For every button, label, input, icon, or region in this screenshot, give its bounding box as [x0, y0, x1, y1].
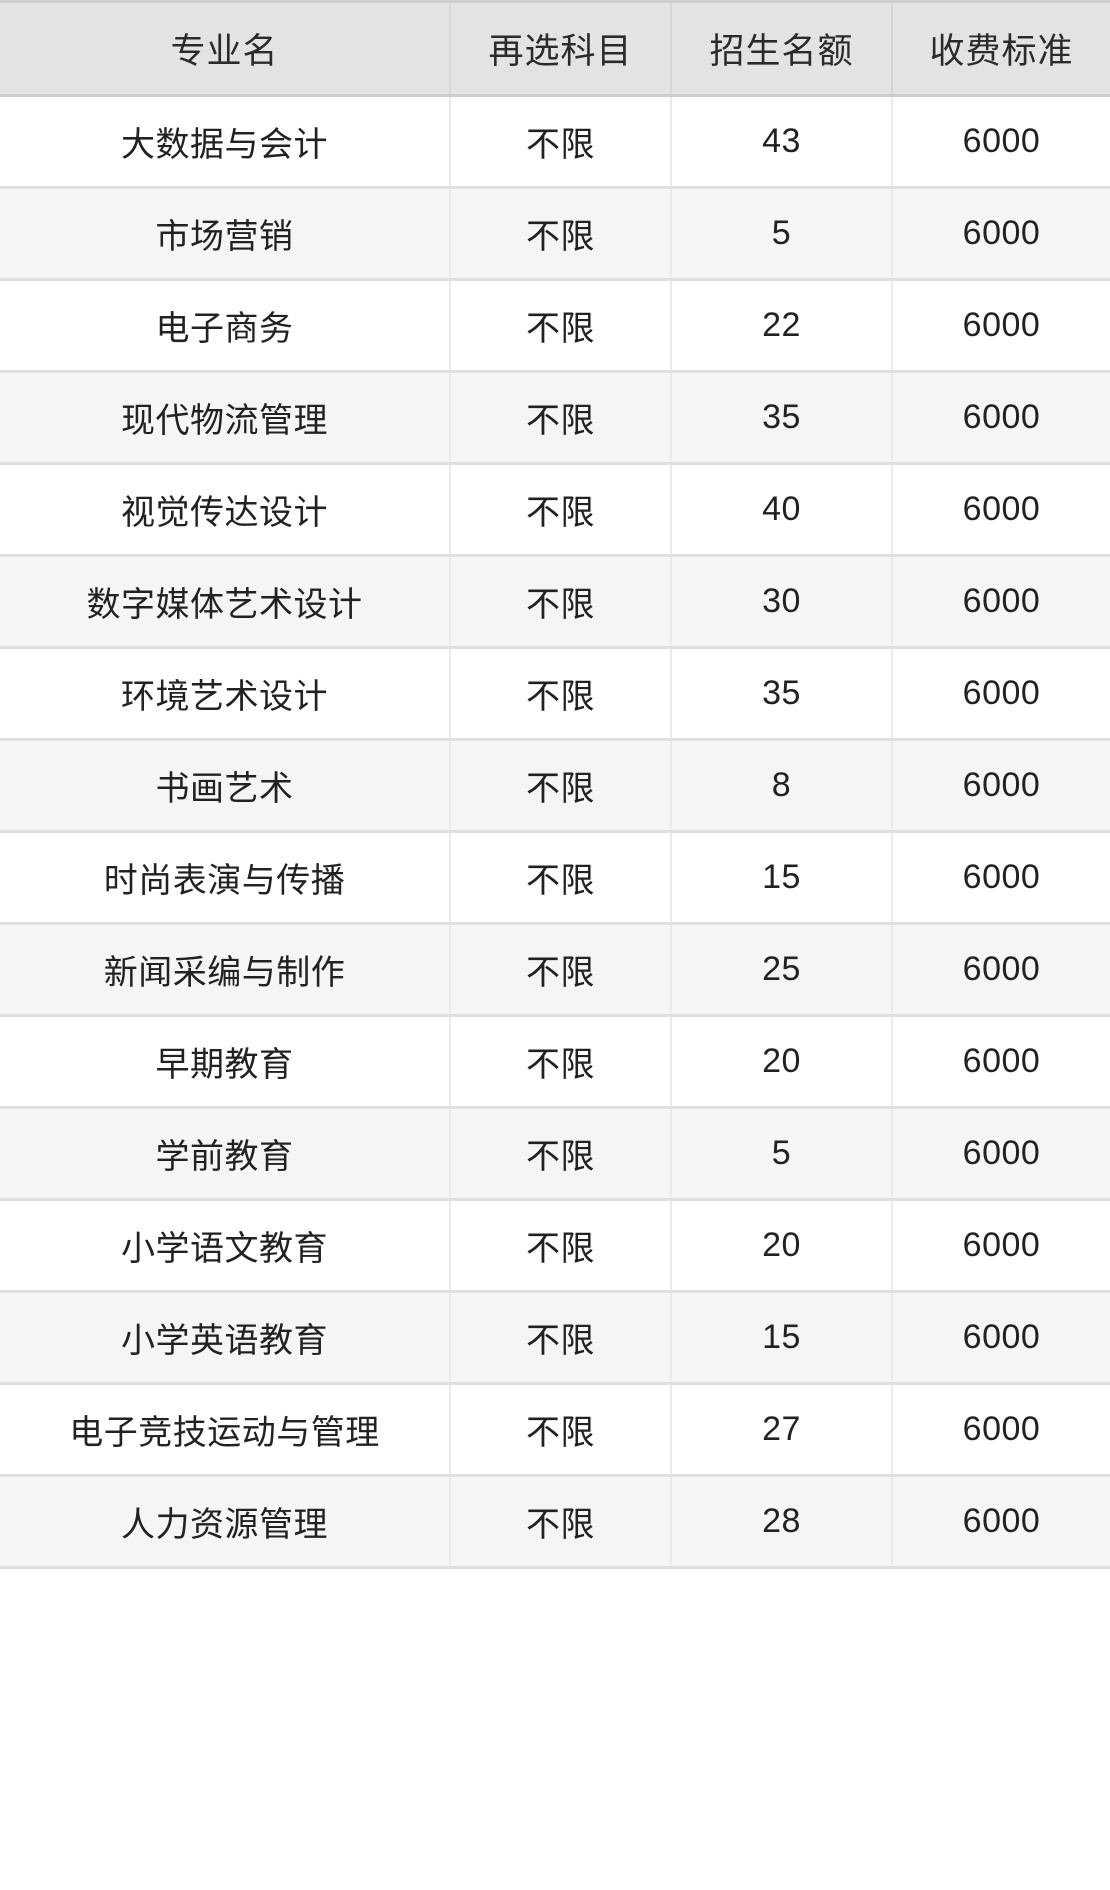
cell-fee: 6000 [892, 463, 1110, 557]
table-row: 小学语文教育 不限 20 6000 [0, 1199, 1110, 1293]
cell-quota: 25 [671, 923, 893, 1017]
column-header-subject[interactable]: 再选科目 [450, 0, 672, 97]
cell-fee: 6000 [892, 1107, 1110, 1201]
cell-subject: 不限 [450, 739, 672, 833]
cell-major: 现代物流管理 [0, 371, 451, 465]
cell-subject: 不限 [450, 1383, 672, 1477]
table-row: 视觉传达设计 不限 40 6000 [0, 463, 1110, 557]
cell-subject: 不限 [450, 371, 672, 465]
cell-quota: 8 [671, 739, 893, 833]
cell-major: 电子竞技运动与管理 [0, 1383, 451, 1477]
table-row: 人力资源管理 不限 28 6000 [0, 1475, 1110, 1569]
table-row: 书画艺术 不限 8 6000 [0, 739, 1110, 833]
cell-subject: 不限 [450, 1107, 672, 1201]
cell-quota: 20 [671, 1015, 893, 1109]
cell-quota: 22 [671, 279, 893, 373]
enrollment-majors-table: 专业名 再选科目 招生名额 收费标准 大数据与会计 不限 43 6000 市场营… [0, 0, 1110, 1569]
cell-fee: 6000 [892, 831, 1110, 925]
cell-major: 书画艺术 [0, 739, 451, 833]
cell-subject: 不限 [450, 463, 672, 557]
cell-fee: 6000 [892, 187, 1110, 281]
cell-major: 学前教育 [0, 1107, 451, 1201]
cell-subject: 不限 [450, 923, 672, 1017]
cell-quota: 5 [671, 1107, 893, 1201]
cell-major: 大数据与会计 [0, 95, 451, 189]
cell-fee: 6000 [892, 1199, 1110, 1293]
table-row: 数字媒体艺术设计 不限 30 6000 [0, 555, 1110, 649]
table-row: 电子竞技运动与管理 不限 27 6000 [0, 1383, 1110, 1477]
cell-quota: 30 [671, 555, 893, 649]
cell-major: 新闻采编与制作 [0, 923, 451, 1017]
cell-quota: 35 [671, 647, 893, 741]
cell-subject: 不限 [450, 187, 672, 281]
cell-subject: 不限 [450, 95, 672, 189]
table-row: 电子商务 不限 22 6000 [0, 279, 1110, 373]
table-row: 小学英语教育 不限 15 6000 [0, 1291, 1110, 1385]
cell-major: 市场营销 [0, 187, 451, 281]
cell-major: 时尚表演与传播 [0, 831, 451, 925]
table-row: 时尚表演与传播 不限 15 6000 [0, 831, 1110, 925]
cell-subject: 不限 [450, 1291, 672, 1385]
cell-fee: 6000 [892, 555, 1110, 649]
header-row: 专业名 再选科目 招生名额 收费标准 [0, 0, 1110, 97]
table-row: 早期教育 不限 20 6000 [0, 1015, 1110, 1109]
table-row: 新闻采编与制作 不限 25 6000 [0, 923, 1110, 1017]
cell-fee: 6000 [892, 1015, 1110, 1109]
cell-fee: 6000 [892, 95, 1110, 189]
cell-fee: 6000 [892, 647, 1110, 741]
cell-major: 人力资源管理 [0, 1475, 451, 1569]
cell-quota: 35 [671, 371, 893, 465]
cell-quota: 27 [671, 1383, 893, 1477]
cell-fee: 6000 [892, 1475, 1110, 1569]
cell-fee: 6000 [892, 739, 1110, 833]
cell-major: 小学语文教育 [0, 1199, 451, 1293]
table-row: 现代物流管理 不限 35 6000 [0, 371, 1110, 465]
cell-subject: 不限 [450, 1199, 672, 1293]
cell-major: 数字媒体艺术设计 [0, 555, 451, 649]
cell-fee: 6000 [892, 1291, 1110, 1385]
cell-fee: 6000 [892, 371, 1110, 465]
table-header: 专业名 再选科目 招生名额 收费标准 [0, 0, 1110, 97]
cell-subject: 不限 [450, 1015, 672, 1109]
cell-major: 电子商务 [0, 279, 451, 373]
cell-subject: 不限 [450, 555, 672, 649]
column-header-fee[interactable]: 收费标准 [892, 0, 1110, 97]
cell-major: 小学英语教育 [0, 1291, 451, 1385]
cell-quota: 40 [671, 463, 893, 557]
cell-quota: 15 [671, 1291, 893, 1385]
table-row: 大数据与会计 不限 43 6000 [0, 95, 1110, 189]
cell-quota: 43 [671, 95, 893, 189]
cell-major: 视觉传达设计 [0, 463, 451, 557]
cell-fee: 6000 [892, 1383, 1110, 1477]
table-row: 环境艺术设计 不限 35 6000 [0, 647, 1110, 741]
cell-subject: 不限 [450, 1475, 672, 1569]
cell-major: 环境艺术设计 [0, 647, 451, 741]
cell-quota: 20 [671, 1199, 893, 1293]
table-row: 市场营销 不限 5 6000 [0, 187, 1110, 281]
cell-quota: 28 [671, 1475, 893, 1569]
cell-major: 早期教育 [0, 1015, 451, 1109]
cell-quota: 15 [671, 831, 893, 925]
column-header-major[interactable]: 专业名 [0, 0, 451, 97]
cell-fee: 6000 [892, 279, 1110, 373]
table-row: 学前教育 不限 5 6000 [0, 1107, 1110, 1201]
cell-subject: 不限 [450, 647, 672, 741]
cell-subject: 不限 [450, 831, 672, 925]
column-header-quota[interactable]: 招生名额 [671, 0, 893, 97]
cell-quota: 5 [671, 187, 893, 281]
table-body: 大数据与会计 不限 43 6000 市场营销 不限 5 6000 电子商务 不限… [0, 95, 1110, 1569]
cell-fee: 6000 [892, 923, 1110, 1017]
cell-subject: 不限 [450, 279, 672, 373]
